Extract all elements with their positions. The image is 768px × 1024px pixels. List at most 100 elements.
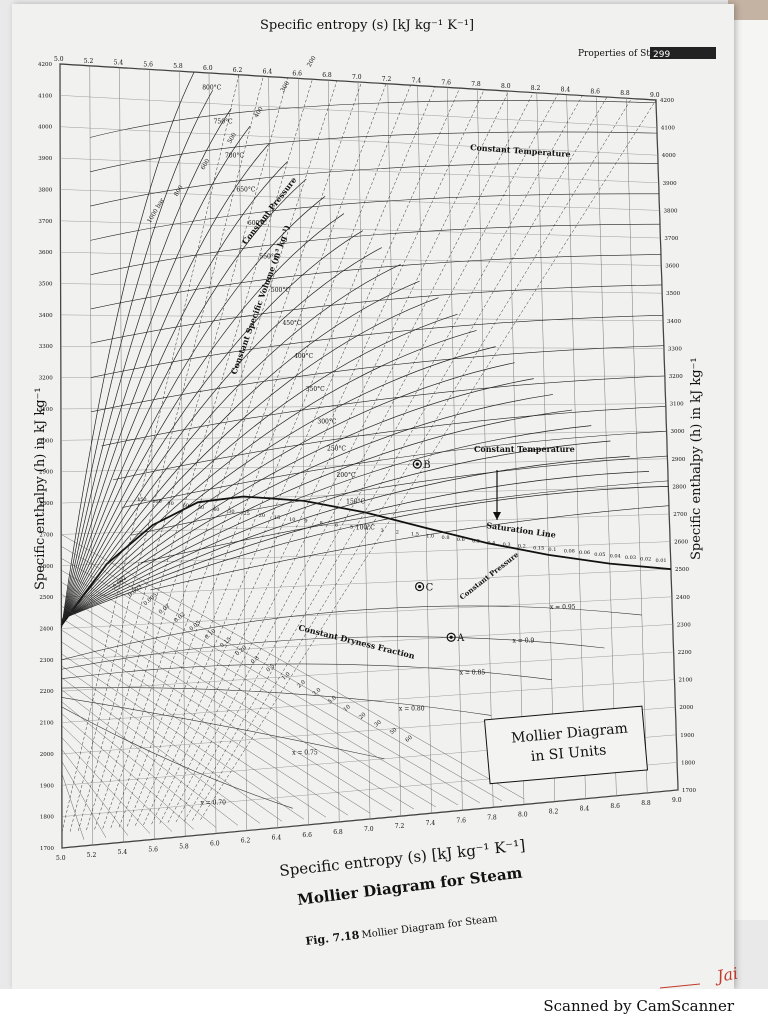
y-tick-label-right: 2300	[677, 622, 691, 628]
x-tick-label-bottom: 9.0	[672, 797, 682, 804]
label-saturation-line: Saturation Line	[486, 520, 557, 540]
pressure-label: 6	[335, 522, 338, 528]
pressure-label: 4	[365, 526, 368, 532]
state-point-label: B	[423, 460, 430, 471]
x-tick-label-top: 5.8	[173, 63, 183, 70]
constant-pressure-curve	[61, 90, 214, 629]
temperature-label: 300°C	[317, 419, 336, 426]
x-tick-label-top: 6.4	[263, 69, 273, 76]
y-tick-label-left: 2100	[40, 721, 54, 727]
temperature-label: 450°C	[282, 320, 301, 327]
temperature-label: 150°C	[346, 498, 365, 505]
volume-label: 30	[374, 719, 384, 728]
x-tick-label-top: 6.6	[292, 70, 302, 77]
constant-volume-curve	[143, 89, 485, 825]
grid-line-h	[60, 403, 666, 410]
temperature-label: 800°C	[202, 84, 221, 91]
temperature-label: 600°C	[248, 220, 267, 227]
y-tick-label-left: 2400	[39, 626, 53, 632]
dryness-label: x = 0.80	[399, 706, 425, 713]
temperature-label: 200°C	[337, 472, 356, 479]
wet-region-line	[61, 593, 414, 810]
constant-pressure-curve	[61, 71, 195, 629]
wet-region-line	[61, 653, 305, 820]
grid-line-s	[536, 92, 556, 802]
x-tick-label-top: 8.4	[561, 87, 571, 94]
y-tick-label-left: 2900	[39, 470, 53, 476]
volume-label: 5.0	[327, 695, 338, 706]
y-tick-label-left: 3800	[38, 187, 52, 193]
grid-line-h	[61, 596, 672, 629]
wet-region-line	[61, 546, 502, 802]
y-tick-label-right: 2900	[671, 457, 685, 463]
y-tick-label-left: 1900	[40, 783, 54, 789]
y-tick-label-right: 3400	[667, 319, 681, 325]
scanner-footer	[0, 989, 768, 1024]
pressure-label: 9	[304, 519, 307, 525]
x-tick-label-bottom: 6.4	[272, 835, 282, 842]
y-tick-label-left: 3000	[39, 438, 53, 444]
constant-temperature-curve	[91, 345, 664, 413]
label-constant-dryness: Constant Dryness Fraction	[298, 622, 416, 661]
pressure-label: 30	[228, 509, 234, 515]
wet-region-line	[61, 558, 480, 804]
y-tick-label-left: 1800	[40, 815, 54, 821]
x-tick-label-top: 5.4	[114, 60, 124, 67]
y-tick-label-left: 3100	[39, 407, 53, 413]
constant-pressure-curve	[61, 378, 534, 622]
x-tick-label-bottom: 8.2	[549, 809, 559, 816]
y-axis-title-left: Specific enthalpy (h) in kJ kg⁻¹	[33, 387, 48, 590]
pressure-label: 1.5	[411, 532, 419, 538]
dryness-label: x = 0.9	[512, 637, 534, 644]
y-tick-label-left: 3500	[39, 282, 53, 288]
page-number-bar	[650, 47, 716, 59]
wet-region-line	[61, 737, 151, 834]
volume-label: 1.0	[281, 671, 292, 682]
handwritten-signature: Jai	[712, 964, 739, 987]
state-point-dot	[415, 462, 419, 466]
constant-temperature-curve	[90, 284, 662, 344]
grid-line-s	[119, 67, 124, 843]
title-box: Mollier Diagram in SI Units	[483, 705, 649, 785]
wet-region-line	[61, 773, 85, 840]
y-tick-label-right: 1900	[680, 733, 694, 739]
constant-volume-curve	[192, 98, 632, 821]
grid-line-s	[59, 63, 63, 849]
state-point-label: A	[456, 633, 465, 644]
y-tick-label-left: 2000	[40, 752, 54, 758]
constant-pressure-curve	[61, 230, 363, 626]
constant-temperature-curve	[101, 375, 665, 447]
x-tick-label-bottom: 6.2	[241, 838, 251, 845]
grid-line-s	[566, 94, 586, 799]
grid-line-h	[60, 126, 658, 156]
y-tick-label-left: 3900	[38, 156, 52, 162]
x-tick-label-top: 5.2	[84, 58, 94, 65]
volume-label: 0.005	[143, 592, 159, 607]
grid-line-h	[60, 283, 663, 294]
volume-label: 50	[389, 727, 399, 736]
constant-pressure-curve	[61, 486, 669, 620]
pressure-label: 0.5	[472, 539, 480, 545]
x-tick-label-bottom: 7.0	[364, 826, 374, 833]
y-tick-label-right: 4200	[660, 98, 674, 104]
constant-pressure-curve	[61, 213, 345, 626]
constant-dryness-curve	[61, 706, 293, 809]
constant-pressure-curve	[61, 455, 630, 621]
wet-region-line	[61, 677, 261, 824]
constant-temperature-curve	[90, 254, 661, 310]
y-tick-label-left: 2800	[39, 501, 53, 507]
temperature-label: 700°C	[225, 152, 244, 159]
grid-line-h	[61, 789, 679, 849]
constant-pressure-curve	[61, 161, 288, 627]
constant-pressure-curve	[61, 264, 401, 625]
x-tick-label-bottom: 7.6	[456, 817, 466, 824]
constant-pressure-curve	[61, 330, 477, 624]
grid-line-h	[60, 189, 660, 211]
wet-region-line	[61, 713, 195, 830]
y-tick-label-right: 2000	[679, 705, 693, 711]
constant-volume-curve	[167, 93, 559, 823]
x-tick-label-bottom: 6.8	[333, 829, 343, 836]
constant-volume-curve	[151, 90, 509, 825]
y-tick-label-left: 4200	[38, 62, 52, 68]
